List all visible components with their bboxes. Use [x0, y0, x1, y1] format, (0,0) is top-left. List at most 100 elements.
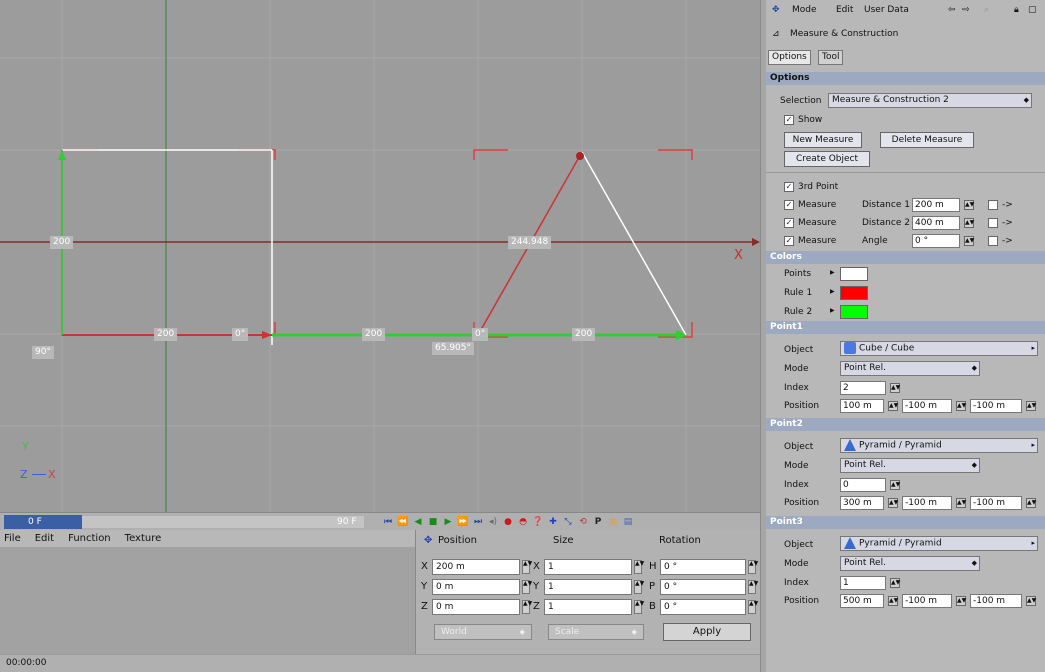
position-x-input[interactable]: 200 m [432, 559, 520, 575]
point1-position-z-input[interactable]: -100 m [970, 399, 1022, 413]
expand-triangle-icon[interactable]: ▶ [830, 269, 835, 276]
position-z-spinner[interactable]: ▲▼ [522, 600, 532, 614]
point3-object-dropdown[interactable]: Pyramid / Pyramid ▸ [840, 536, 1038, 551]
point1-position-z-spinner[interactable]: ▲▼ [1026, 401, 1037, 411]
panel-menu-user-data[interactable]: User Data [864, 5, 909, 15]
panel-menu-mode[interactable]: Mode [792, 5, 817, 15]
point2-position-x-input[interactable]: 300 m [840, 496, 884, 510]
point1-position-x-spinner[interactable]: ▲▼ [888, 401, 899, 411]
auto-key-icon[interactable]: ◓ [519, 517, 527, 527]
expand-triangle-icon[interactable]: ▶ [830, 288, 835, 295]
measure-3-checkbox[interactable]: ✓ [784, 236, 794, 246]
point3-index-spinner[interactable]: ▲▼ [890, 578, 901, 588]
record-icon[interactable]: ● [504, 517, 512, 527]
pla-track-icon[interactable]: ▦ [608, 517, 618, 527]
point2-position-y-input[interactable]: -100 m [902, 496, 952, 510]
point3-position-z-input[interactable]: -100 m [970, 594, 1022, 608]
point1-index-input[interactable]: 2 [840, 381, 886, 395]
scale-dropdown[interactable]: Scale ◆ [548, 624, 644, 640]
angle-spinner[interactable]: ▲▼ [964, 236, 975, 246]
panel-menu-edit[interactable]: Edit [836, 5, 854, 15]
distance-2-spinner[interactable]: ▲▼ [964, 218, 975, 228]
next-key-icon[interactable]: ⏩ [457, 517, 469, 527]
new-panel-icon[interactable]: ▢ [1028, 5, 1037, 15]
position-y-input[interactable]: 0 m [432, 579, 520, 595]
go-to-start-icon[interactable]: ⏮ [383, 517, 393, 527]
stop-icon[interactable]: ■ [428, 517, 438, 527]
distance-1-input[interactable]: 200 m [912, 198, 960, 212]
point3-position-y-input[interactable]: -100 m [902, 594, 952, 608]
rotation-track-icon[interactable]: ⟲ [579, 517, 587, 527]
expand-triangle-icon[interactable]: ▶ [830, 307, 835, 314]
material-manager-area[interactable] [0, 547, 415, 654]
measure-2-link-checkbox[interactable] [988, 218, 998, 228]
panel-splitter[interactable] [760, 0, 766, 672]
size-z-spinner[interactable]: ▲▼ [634, 600, 644, 614]
point1-position-y-input[interactable]: -100 m [902, 399, 952, 413]
point2-position-z-spinner[interactable]: ▲▼ [1026, 498, 1037, 508]
parameter-track-icon[interactable]: P [594, 517, 602, 527]
angle-input[interactable]: 0 ° [912, 234, 960, 248]
position-z-input[interactable]: 0 m [432, 599, 520, 615]
point2-mode-dropdown[interactable]: Point Rel. ◆ [840, 458, 980, 473]
size-z-input[interactable]: 1 [544, 599, 632, 615]
size-x-input[interactable]: 1 [544, 559, 632, 575]
measure-2-checkbox[interactable]: ✓ [784, 218, 794, 228]
position-track-icon[interactable]: ✚ [549, 517, 557, 527]
point1-position-x-input[interactable]: 100 m [840, 399, 884, 413]
new-measure-button[interactable]: New Measure [784, 132, 862, 148]
point2-object-dropdown[interactable]: Pyramid / Pyramid ▸ [840, 438, 1038, 453]
create-object-button[interactable]: Create Object [784, 151, 870, 167]
size-x-spinner[interactable]: ▲▼ [634, 560, 644, 574]
rotation-p-spinner[interactable]: ▲▼ [748, 580, 758, 594]
viewport[interactable]: 200 200 0° 200 65.905° 0° 200 244.948 90… [0, 0, 760, 512]
third-point-checkbox[interactable]: ✓ [784, 182, 794, 192]
distance-2-input[interactable]: 400 m [912, 216, 960, 230]
rule2-color-swatch[interactable] [840, 305, 868, 319]
rule1-color-swatch[interactable] [840, 286, 868, 300]
points-color-swatch[interactable] [840, 267, 868, 281]
position-y-spinner[interactable]: ▲▼ [522, 580, 532, 594]
delete-measure-button[interactable]: Delete Measure [880, 132, 974, 148]
menu-edit[interactable]: Edit [34, 533, 55, 544]
keyframe-selection-icon[interactable]: ❓ [532, 517, 544, 527]
rotation-b-spinner[interactable]: ▲▼ [748, 600, 758, 614]
measure-1-checkbox[interactable]: ✓ [784, 200, 794, 210]
point1-object-dropdown[interactable]: Cube / Cube ▸ [840, 341, 1038, 356]
step-back-icon[interactable]: ◀ [414, 517, 422, 527]
selection-dropdown[interactable]: Measure & Construction 2 ◆ [828, 93, 1032, 108]
point2-index-spinner[interactable]: ▲▼ [890, 480, 901, 490]
menu-file[interactable]: File [4, 533, 21, 544]
point3-index-input[interactable]: 1 [840, 576, 886, 590]
point2-index-input[interactable]: 0 [840, 478, 886, 492]
rotation-p-input[interactable]: 0 ° [660, 579, 746, 595]
scale-track-icon[interactable]: ⤡ [564, 517, 572, 527]
world-dropdown[interactable]: World ◆ [434, 624, 532, 640]
tab-options[interactable]: Options [768, 50, 811, 65]
menu-texture[interactable]: Texture [124, 533, 162, 544]
rotation-h-input[interactable]: 0 ° [660, 559, 746, 575]
size-y-spinner[interactable]: ▲▼ [634, 580, 644, 594]
rotation-b-input[interactable]: 0 ° [660, 599, 746, 615]
point3-position-y-spinner[interactable]: ▲▼ [956, 596, 967, 606]
size-y-input[interactable]: 1 [544, 579, 632, 595]
back-arrow-icon[interactable]: ⇦ [948, 5, 956, 15]
lock-icon[interactable]: 🔒︎ [1014, 5, 1019, 15]
point2-position-y-spinner[interactable]: ▲▼ [956, 498, 967, 508]
timeline[interactable]: 0 F 90 F ⏮ ⏪ ◀ ■ ▶ ⏩ ⏭ ◂) ● ◓ ❓ ✚ ⤡ ⟲ P … [0, 512, 760, 530]
measure-1-link-checkbox[interactable] [988, 200, 998, 210]
forward-arrow-icon[interactable]: ⇨ [962, 5, 970, 15]
point3-position-x-input[interactable]: 500 m [840, 594, 884, 608]
tab-tool[interactable]: Tool [818, 50, 844, 65]
scheme-icon[interactable]: ▤ [623, 517, 633, 527]
sound-icon[interactable]: ◂) [488, 517, 498, 527]
point1-mode-dropdown[interactable]: Point Rel. ◆ [840, 361, 980, 376]
show-checkbox[interactable]: ✓ [784, 115, 794, 125]
point1-position-y-spinner[interactable]: ▲▼ [956, 401, 967, 411]
point1-index-spinner[interactable]: ▲▼ [890, 383, 901, 393]
search-icon[interactable]: ⌕ [984, 5, 990, 15]
rotation-h-spinner[interactable]: ▲▼ [748, 560, 758, 574]
previous-key-icon[interactable]: ⏪ [397, 517, 409, 527]
point3-position-z-spinner[interactable]: ▲▼ [1026, 596, 1037, 606]
point3-position-x-spinner[interactable]: ▲▼ [888, 596, 899, 606]
